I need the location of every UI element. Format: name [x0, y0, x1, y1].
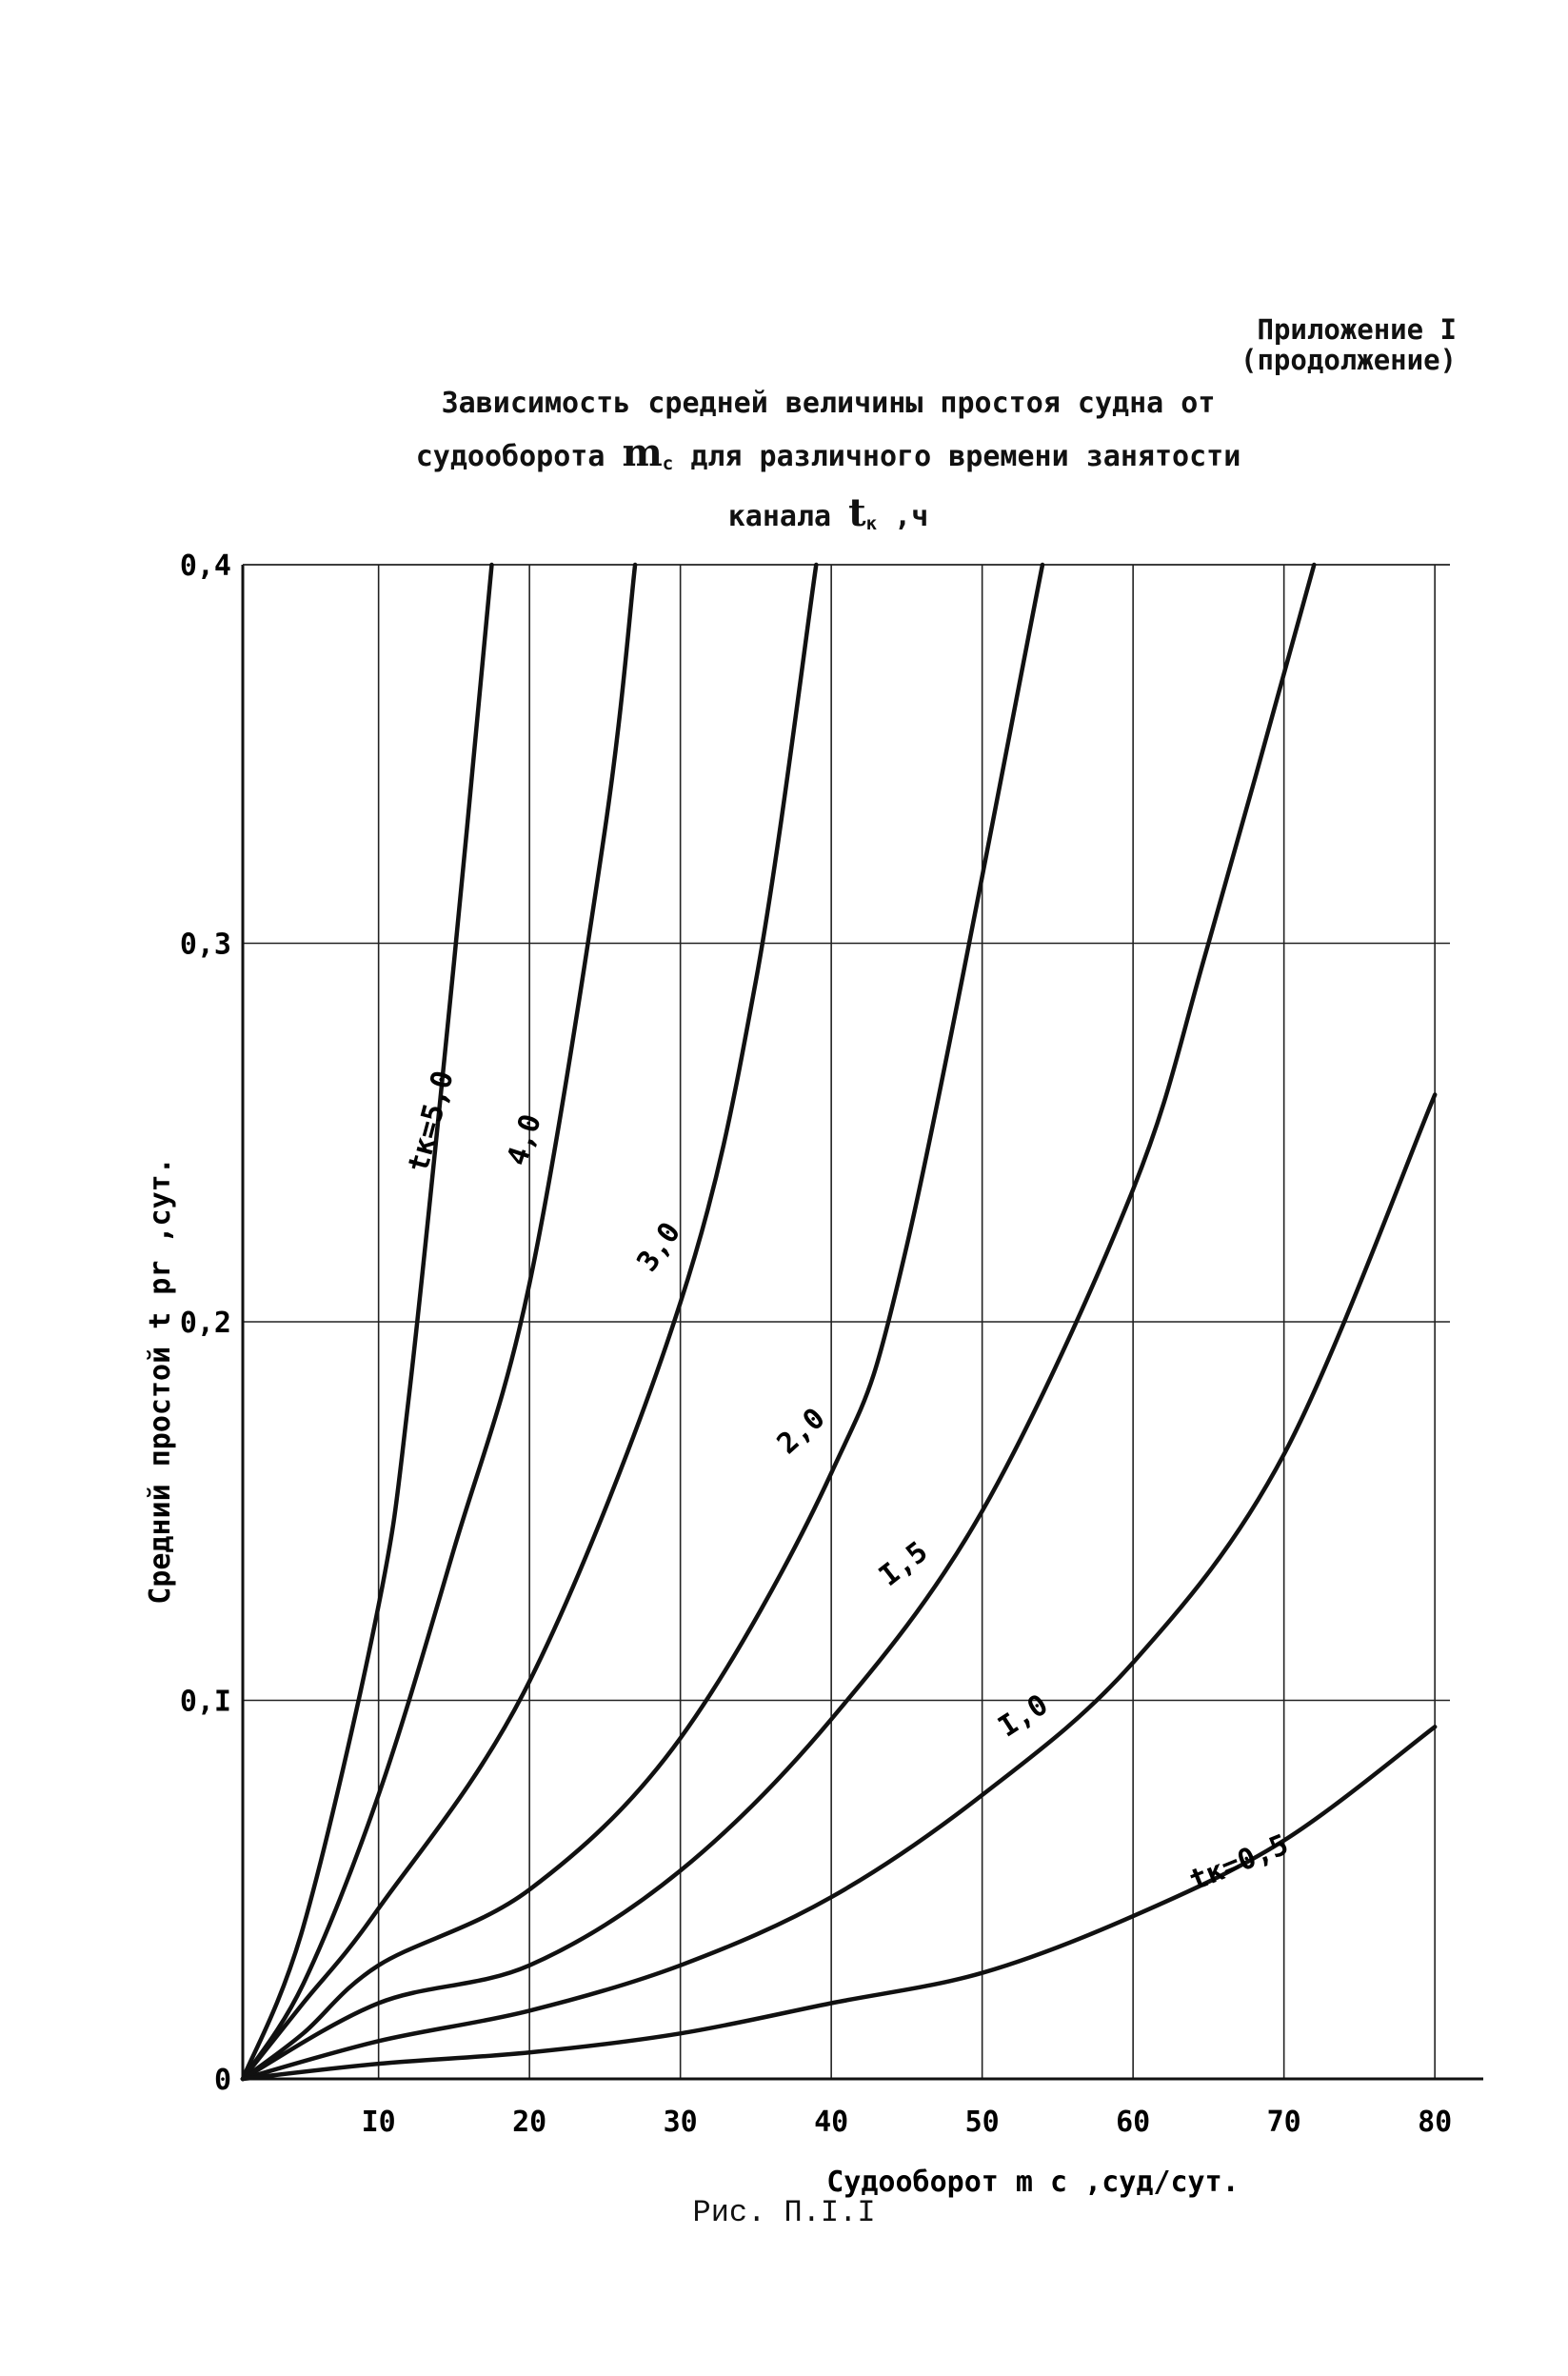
x-tick-label: 20	[512, 2106, 546, 2139]
appendix-line-2: (продолжение)	[1241, 344, 1457, 376]
title-line-2: судооборота mc для различного времени за…	[286, 429, 1371, 489]
series-label: 3,0	[630, 1216, 687, 1277]
title-line-3-post: ,ч	[894, 500, 929, 533]
y-axis-label: Средний простой t pr ,сут.	[144, 1157, 177, 1605]
title-symbol-t: t	[848, 490, 866, 535]
series-label: 4,0	[501, 1110, 548, 1169]
x-tick-label: 80	[1418, 2106, 1452, 2139]
curve-series	[240, 562, 494, 2082]
x-tick-label: 60	[1116, 2106, 1150, 2139]
y-tick-label: 0,4	[180, 549, 231, 583]
series-label: I,5	[873, 1535, 934, 1593]
curve-series	[240, 562, 1317, 2082]
x-tick-label: 70	[1267, 2106, 1301, 2139]
title-line-3: канала tк ,ч	[286, 489, 1371, 549]
y-tick-label: 0,2	[180, 1307, 231, 1340]
series-label: tк=5,0	[402, 1068, 461, 1176]
y-tick-label: 0,3	[180, 928, 231, 962]
appendix-line-1: Приложение I	[1257, 313, 1457, 346]
title-line-2-pre: судооборота	[415, 440, 605, 473]
title-symbol-m: m	[622, 430, 663, 475]
series-label: 2,0	[771, 1402, 832, 1461]
appendix-header: Приложение I (продолжение)	[1095, 314, 1457, 375]
y-tick-label: 0,I	[180, 1686, 231, 1719]
x-tick-label: 40	[814, 2106, 848, 2139]
x-tick-label: 50	[965, 2106, 1000, 2139]
curve-series	[240, 562, 1045, 2082]
curve-series	[240, 562, 819, 2082]
figure-caption: Рис. П.I.I	[692, 2195, 876, 2230]
series-label: tк=0,5	[1185, 1828, 1294, 1898]
curve-series	[240, 562, 638, 2082]
curve-series	[240, 1092, 1438, 2082]
title-line-1: Зависимость средней величины простоя суд…	[441, 387, 1216, 420]
series-label: I,0	[993, 1688, 1055, 1745]
title-symbol-m-sub: c	[662, 453, 674, 474]
x-axis-label: Судооборот m c ,суд/сут.	[826, 2166, 1239, 2199]
x-tick-label: I0	[362, 2106, 396, 2139]
title-symbol-t-sub: к	[865, 513, 878, 534]
title-line-2-post: для различного времени занятости	[690, 440, 1241, 473]
x-tick-label: 30	[664, 2106, 698, 2139]
chart-title: Зависимость средней величины простоя суд…	[286, 379, 1371, 549]
y-tick-label: 0	[214, 2064, 231, 2097]
curve-series	[240, 1725, 1438, 2082]
title-line-3-pre: канала	[727, 500, 832, 533]
